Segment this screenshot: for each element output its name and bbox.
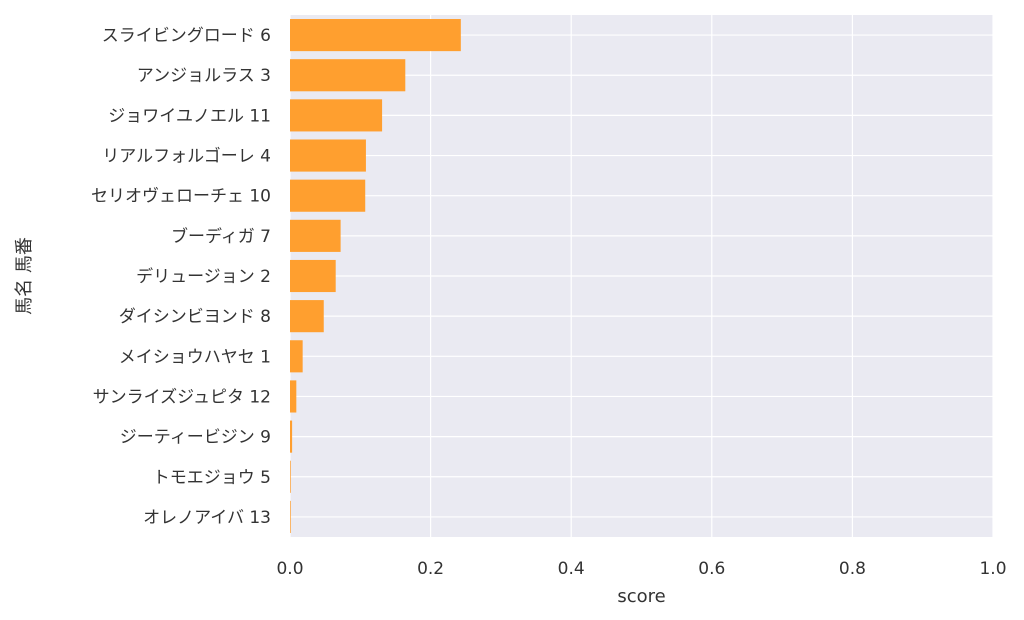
bar [290,259,336,293]
y-tick-label: サンライズジュピタ 12 [93,387,271,407]
x-tick-label: 0.0 [276,559,303,579]
y-tick-label: ブーディガ 7 [171,226,271,247]
y-tick-labels: スライビングロード 6 アンジョルラス 3 ジョワイユノエル 11 リアルフォルゴーレ… [91,26,271,528]
y-tick-label: セリオヴェローチェ 10 [91,187,271,207]
x-tick-label: 0.2 [417,559,444,579]
bar [290,219,341,252]
y-tick-label: ダイシンビヨンド 8 [119,307,271,327]
y-tick-label: ジーティービジン 9 [120,428,271,448]
y-tick-label: スライビングロード 6 [102,26,271,46]
y-tick-label: トモエジョウ 5 [153,468,271,488]
bar [290,420,293,453]
bar [290,460,291,493]
bar [290,139,366,172]
bar [290,59,406,92]
x-tick-label: 1.0 [979,559,1006,579]
y-tick-label: メイショウハヤセ 1 [119,347,271,367]
bar [290,179,366,212]
x-tick-label: 0.6 [698,559,725,579]
bar [290,380,297,413]
grid-lines [289,15,994,537]
bars [290,19,461,533]
x-axis-label: score [617,586,665,607]
x-tick-label: 0.4 [558,559,585,579]
y-tick-label: アンジョルラス 3 [137,66,271,86]
bar [290,99,383,132]
bar [290,500,291,533]
y-tick-label: デリュージョン 2 [136,266,271,287]
bar [290,19,461,52]
bar [290,300,324,333]
bar [290,340,303,373]
y-tick-label: リアルフォルゴーレ 4 [102,146,271,167]
y-tick-label: ジョワイユノエル 11 [108,106,271,126]
x-tick-label: 0.8 [839,559,866,579]
y-tick-label: オレノアイバ 13 [143,508,271,528]
y-axis-label: 馬名 馬番 [14,237,35,315]
x-tick-labels: 0.0 0.2 0.4 0.6 0.8 1.0 [276,559,1006,579]
